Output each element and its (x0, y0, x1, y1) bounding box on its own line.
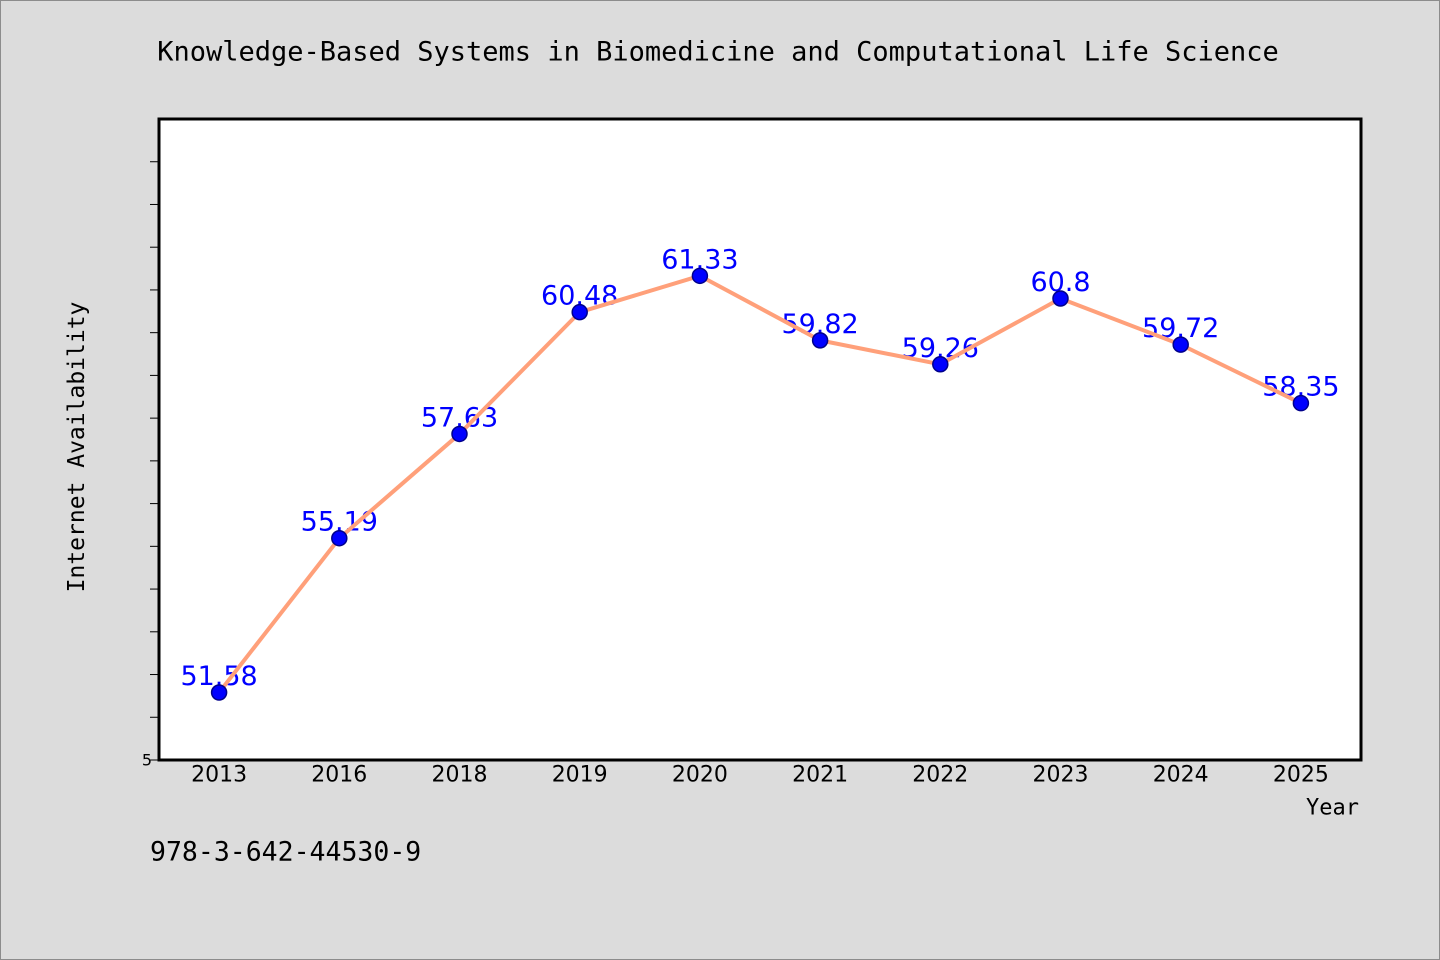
data-markers (210, 267, 1310, 701)
chart-title: Knowledge-Based Systems in Biomedicine a… (157, 37, 1279, 68)
series-line (217, 273, 1303, 695)
y-axis-ticks: 5 (142, 161, 159, 770)
x-tick-label: 2019 (552, 763, 608, 788)
data-point-marker (691, 267, 709, 285)
x-axis-tick-labels: 2013 2016 2018 2019 2020 2021 2022 2023 2024 2025 (191, 763, 1329, 788)
data-point-marker (451, 425, 468, 443)
x-tick-label: 2013 (191, 763, 247, 788)
data-point-marker (210, 684, 228, 701)
x-tick-label: 2024 (1153, 763, 1209, 788)
x-tick-label: 2021 (792, 763, 848, 788)
x-tick-label: 2023 (1033, 763, 1089, 788)
x-tick-label: 2025 (1273, 763, 1329, 788)
data-point-marker (932, 356, 949, 373)
data-point-marker (571, 303, 588, 321)
plot-area (157, 117, 1363, 762)
data-point-marker (811, 332, 829, 349)
x-tick-label: 2020 (672, 763, 728, 788)
data-point-marker (1172, 336, 1189, 353)
y-tick-label: 5 (142, 751, 152, 770)
x-axis-label: Year (1306, 796, 1359, 821)
x-tick-label: 2018 (432, 763, 488, 788)
isbn-text: 978-3-642-44530-9 (150, 837, 421, 868)
data-point-marker (331, 529, 348, 547)
y-axis-label: Internet Availability (64, 302, 90, 593)
x-tick-label: 2022 (912, 763, 968, 788)
x-tick-label: 2016 (311, 763, 367, 788)
data-point-marker (1292, 394, 1310, 412)
data-point-marker (1052, 290, 1069, 307)
